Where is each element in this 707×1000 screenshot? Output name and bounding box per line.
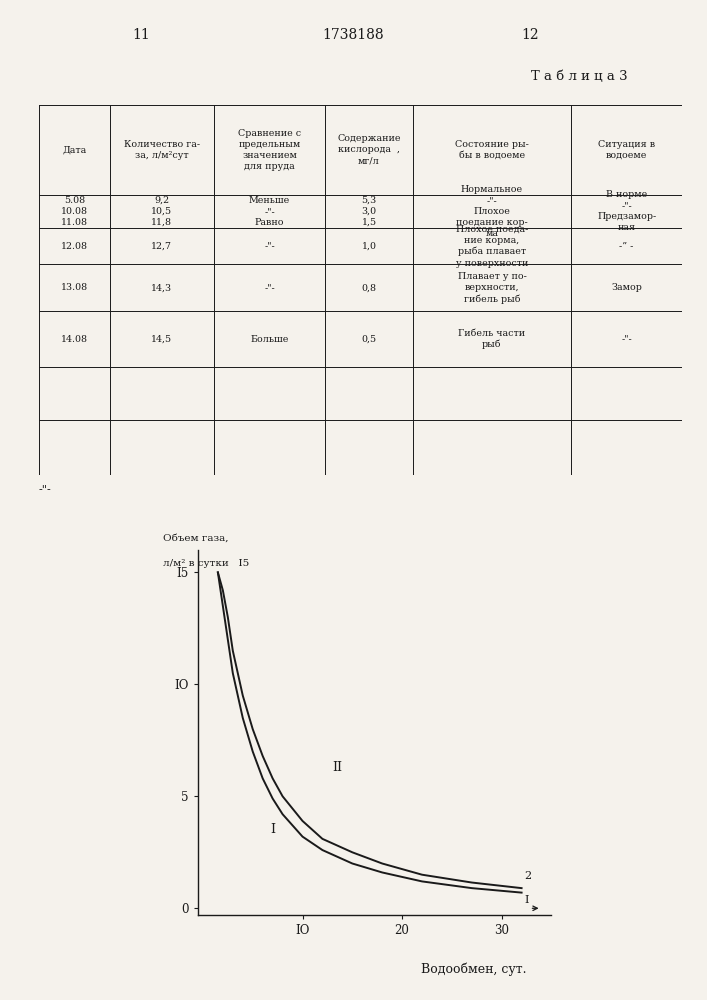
Text: 1,0: 1,0 xyxy=(361,242,377,251)
Text: Гибель части
рыб: Гибель части рыб xyxy=(458,329,525,349)
Text: Дата: Дата xyxy=(62,145,86,154)
Text: 14,5: 14,5 xyxy=(151,335,173,344)
Text: 1738188: 1738188 xyxy=(322,28,385,42)
Text: 12,7: 12,7 xyxy=(151,242,173,251)
Text: 5,3
3,0
1,5: 5,3 3,0 1,5 xyxy=(361,196,377,227)
Text: Меньше
-"-
Равно: Меньше -"- Равно xyxy=(249,196,291,227)
Text: 5.08
10.08
11.08: 5.08 10.08 11.08 xyxy=(61,196,88,227)
Text: Объем газа,: Объем газа, xyxy=(163,534,228,543)
Text: Количество га-
за, л/м²сут: Количество га- за, л/м²сут xyxy=(124,140,200,160)
Text: Водообмен, сут.: Водообмен, сут. xyxy=(421,962,527,976)
Text: -"-: -"- xyxy=(621,335,632,344)
Text: 9,2
10,5
11,8: 9,2 10,5 11,8 xyxy=(151,196,173,227)
Text: 14.08: 14.08 xyxy=(61,335,88,344)
Text: 0,8: 0,8 xyxy=(361,283,377,292)
Text: Плохое поеда-
ние корма,
рыба плавает
у поверхности: Плохое поеда- ние корма, рыба плавает у … xyxy=(456,225,528,268)
Text: 0,5: 0,5 xyxy=(361,335,377,344)
Text: -"-: -"- xyxy=(39,485,52,494)
Text: Сравнение с
предельным
значением
для пруда: Сравнение с предельным значением для пру… xyxy=(238,129,301,171)
Text: -” -: -” - xyxy=(619,242,634,251)
Text: Плавает у по-
верхности,
гибель рыб: Плавает у по- верхности, гибель рыб xyxy=(457,272,527,304)
Text: Содержание
кислорода  ,
мг/л: Содержание кислорода , мг/л xyxy=(337,134,401,166)
Text: Ситуация в
водоеме: Ситуация в водоеме xyxy=(598,140,655,160)
Text: л/м² в сутки   I5: л/м² в сутки I5 xyxy=(163,559,249,568)
Text: Т а б л и ц а 3: Т а б л и ц а 3 xyxy=(532,70,628,83)
Text: Больше: Больше xyxy=(250,335,289,344)
Text: -"-: -"- xyxy=(264,242,275,251)
Text: 2: 2 xyxy=(525,871,532,881)
Text: II: II xyxy=(332,761,342,774)
Text: I: I xyxy=(525,895,529,905)
Text: -"-: -"- xyxy=(264,283,275,292)
Text: 12.08: 12.08 xyxy=(61,242,88,251)
Text: I: I xyxy=(270,823,275,836)
Text: Замор: Замор xyxy=(612,283,642,292)
Text: 13.08: 13.08 xyxy=(61,283,88,292)
Text: 12: 12 xyxy=(522,28,539,42)
Text: В норме
-"-
Предзамор-
ная: В норме -"- Предзамор- ная xyxy=(597,190,656,232)
Text: 11: 11 xyxy=(132,28,151,42)
Text: Состояние ры-
бы в водоеме: Состояние ры- бы в водоеме xyxy=(455,140,529,160)
Text: Нормальное
-"-
Плохое
поедание кор-
ма: Нормальное -"- Плохое поедание кор- ма xyxy=(456,185,528,238)
Text: 14,3: 14,3 xyxy=(151,283,173,292)
